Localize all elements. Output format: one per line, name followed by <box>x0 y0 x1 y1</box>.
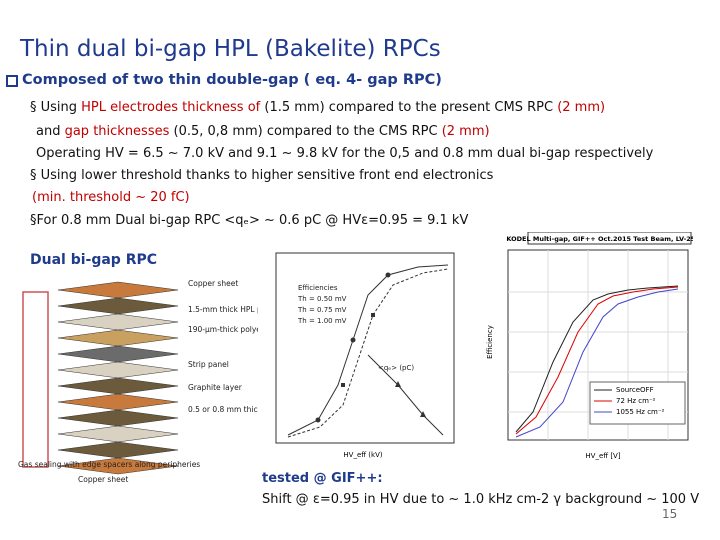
bullet-line: § Using HPL electrodes thickness of (1.5… <box>30 100 605 115</box>
footer-title: tested @ GIF++: <box>262 471 383 486</box>
layer <box>57 377 179 395</box>
layer <box>57 409 179 427</box>
efficiency-plot-right: KODEL Multi-gap, GIF++ Oct.2015 Test Bea… <box>486 232 693 460</box>
diagram-label: Copper sheet <box>188 279 238 288</box>
text-run: (1.5 mm) compared to the present CMS RPC <box>260 100 558 115</box>
diagram-label: Graphite layer <box>188 383 243 392</box>
text-run: and <box>36 124 65 139</box>
bullet-line: §For 0.8 mm Dual bi-gap RPC <qₑ> ~ 0.6 p… <box>30 213 468 228</box>
text-run: (0.5, 0,8 mm) compared to the CMS RPC <box>169 124 442 139</box>
legend-entry: Th = 0.75 mV <box>297 306 347 314</box>
footer-text: Shift @ ε=0.95 in HV due to ~ 1.0 kHz cm… <box>262 492 700 507</box>
text-run: §For 0.8 mm Dual bi-gap RPC <qₑ> ~ 0.6 p… <box>30 213 469 228</box>
slide-title: Thin dual bi-gap HPL (Bakelite) RPCs <box>20 36 441 62</box>
diagram-label: Gas sealing with edge spacers along peri… <box>18 460 200 469</box>
layer <box>57 313 179 331</box>
y-label: Efficiency <box>486 325 494 359</box>
page-number: 15 <box>662 507 678 521</box>
layer <box>57 393 179 411</box>
text-run: gap thicknesses <box>64 124 170 139</box>
text-run: § Using <box>30 100 82 115</box>
text-run: HPL electrodes thickness of <box>81 100 261 115</box>
bullet-line: Operating HV = 6.5 ~ 7.0 kV and 9.1 ~ 9.… <box>36 146 653 161</box>
plot-header: KODEL Multi-gap, GIF++ Oct.2015 Test Bea… <box>506 235 693 243</box>
text-run: § Using lower threshold thanks to higher… <box>30 168 494 183</box>
layer <box>57 281 179 299</box>
text-run: Operating HV = 6.5 ~ 7.0 kV and 9.1 ~ 9.… <box>36 146 654 161</box>
layer <box>57 361 179 379</box>
diagram-label: 1.5-mm thick HPL plate <box>188 305 258 314</box>
heading: Composed of two thin double-gap ( eq. 4-… <box>22 72 442 88</box>
bracket <box>22 291 49 468</box>
efficiency-plot-left: Efficiencies Th = 0.50 mV Th = 0.75 mV Th =… <box>275 252 455 459</box>
layer <box>57 425 179 443</box>
legend-entry: Th = 1.00 mV <box>297 317 347 325</box>
diagram-label: 190-μm-thick polyester film <box>188 325 258 334</box>
layer <box>57 329 179 347</box>
bullet-line: (min. threshold ~ 20 fC) <box>32 190 190 205</box>
legend-entry: <qₑ> (pC) <box>378 364 414 372</box>
bullet-line: and gap thicknesses (0.5, 0,8 mm) compar… <box>36 124 490 139</box>
layer <box>57 345 179 363</box>
x-label: HV_eff [V] <box>585 452 620 460</box>
bullet-icon <box>6 75 18 87</box>
x-label: HV_eff (kV) <box>343 451 382 459</box>
text-run: (2 mm) <box>557 100 606 115</box>
legend-entry: Th = 0.50 mV <box>297 295 347 303</box>
layer <box>57 457 179 475</box>
text-run: (min. threshold ~ 20 fC) <box>32 190 190 205</box>
layer <box>57 441 179 459</box>
legend-entry: Efficiencies <box>298 284 338 292</box>
legend-entry: 1055 Hz cm⁻² <box>616 408 665 416</box>
legend-entry: SourceOFF <box>616 386 654 394</box>
legend-entry: 72 Hz cm⁻² <box>616 397 656 405</box>
layer <box>57 297 179 315</box>
diagram-title: Dual bi-gap RPC <box>30 252 158 268</box>
bullet-line: § Using lower threshold thanks to higher… <box>30 168 493 183</box>
diagram-label: Copper sheet <box>78 475 128 484</box>
rpc-diagram: Copper sheet 1.5-mm thick HPL plate 190-μm… <box>18 279 258 484</box>
diagram-label: 0.5 or 0.8 mm thick circular spacers <box>188 405 258 414</box>
diagram-label: Strip panel <box>188 360 229 369</box>
text-run: (2 mm) <box>441 124 490 139</box>
